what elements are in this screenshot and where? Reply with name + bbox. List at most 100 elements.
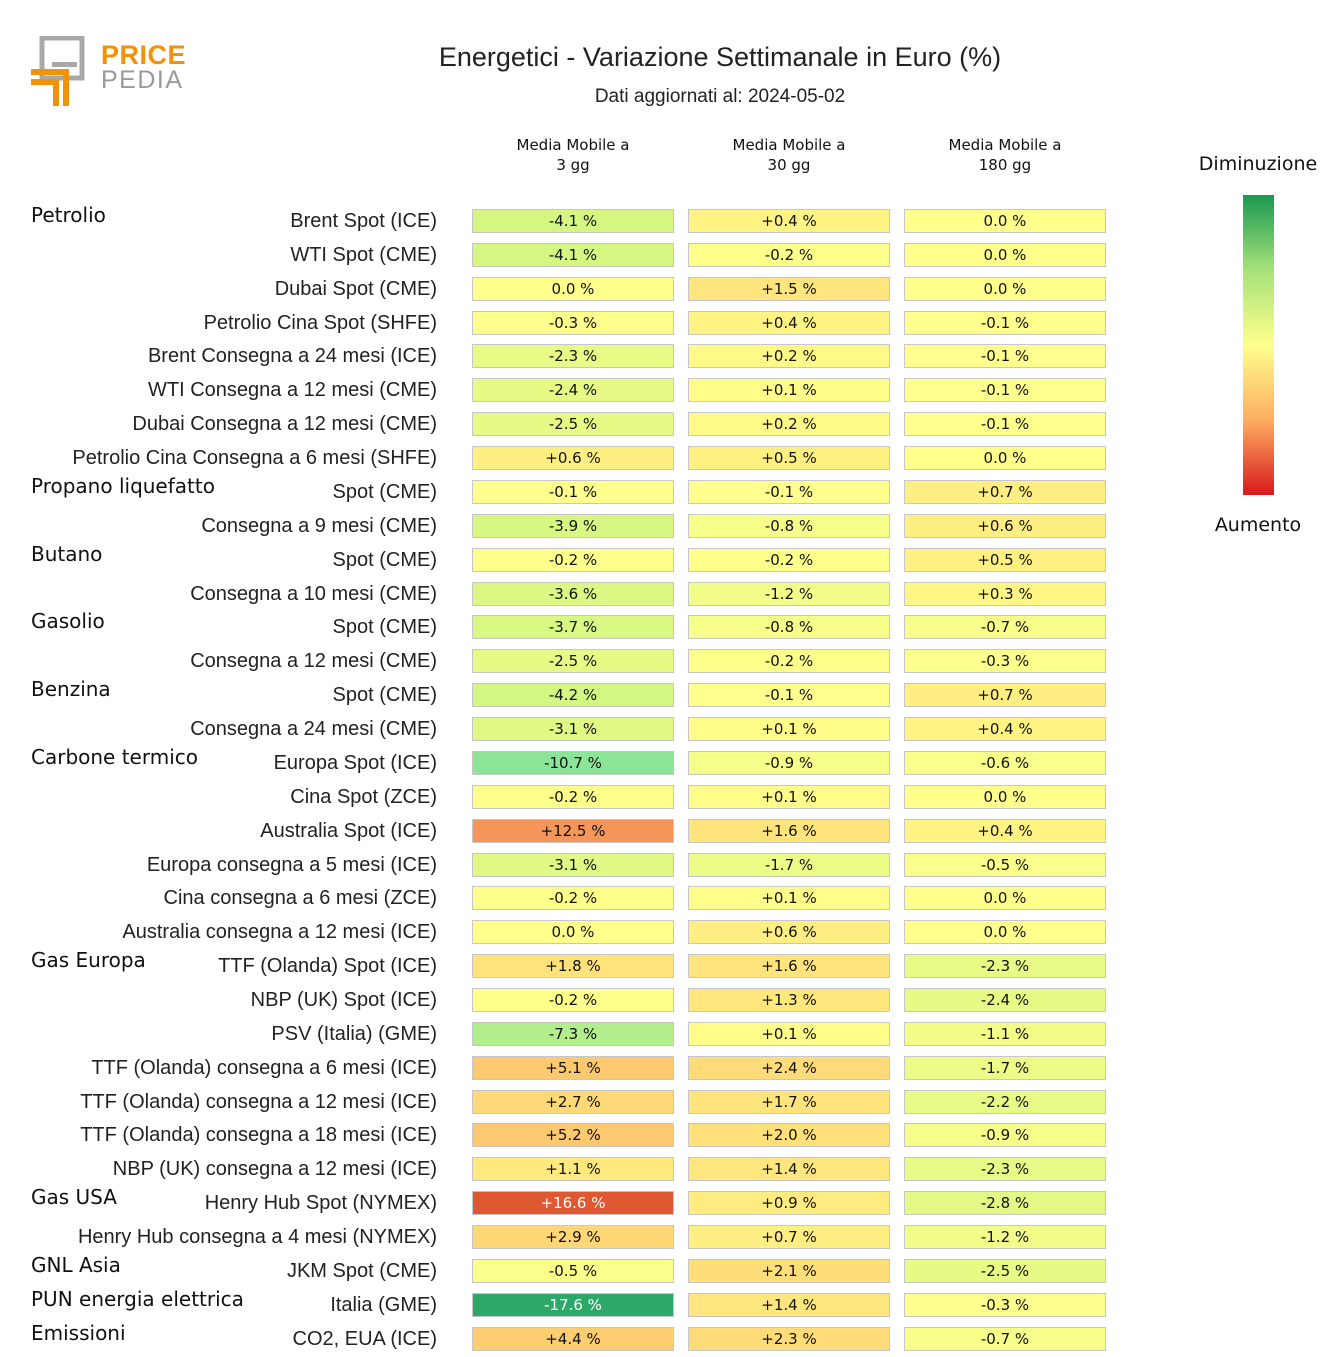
column-header-line: 3 gg: [556, 156, 590, 174]
row-label: Cina consegna a 6 mesi (ZCE): [163, 887, 437, 910]
row-label: Consegna a 24 mesi (CME): [190, 718, 437, 741]
heatmap-cell: -0.1 %: [688, 683, 890, 708]
heatmap-cell: +2.4 %: [688, 1055, 890, 1080]
heatmap-cell: +5.1 %: [472, 1055, 674, 1080]
heatmap-cell: -0.6 %: [904, 750, 1106, 775]
row-label: Brent Spot (ICE): [290, 210, 437, 232]
heatmap-cell: -1.7 %: [904, 1055, 1106, 1080]
heatmap-cell: +2.3 %: [688, 1326, 890, 1351]
heatmap-cell: +1.6 %: [688, 954, 890, 979]
heatmap-cell: -0.1 %: [904, 378, 1106, 403]
group-label-gasolio: Gasolio: [31, 609, 105, 634]
heatmap-cell: +0.7 %: [904, 683, 1106, 708]
heatmap-cell: +0.6 %: [688, 920, 890, 945]
heatmap-cell: -3.6 %: [472, 581, 674, 606]
row-label: Dubai Spot (CME): [274, 277, 437, 300]
heatmap-cell: -2.3 %: [472, 344, 674, 369]
heatmap-cell: -2.3 %: [904, 954, 1106, 979]
heatmap-cell: +0.4 %: [688, 310, 890, 335]
row-label: Petrolio Cina Spot (SHFE): [203, 311, 437, 334]
heatmap-cell: +1.4 %: [688, 1292, 890, 1317]
group-label-carbone-termico: Carbone termico: [31, 744, 199, 769]
row-label: PSV (Italia) (GME): [271, 1022, 437, 1045]
heatmap-cell: -2.8 %: [904, 1191, 1106, 1216]
heatmap-cell: -2.4 %: [472, 378, 674, 403]
heatmap-cell: +1.3 %: [688, 988, 890, 1012]
chart-title: Energetici - Variazione Settimanale in E…: [438, 42, 1002, 72]
heatmap-cell: -4.1 %: [472, 209, 674, 233]
heatmap-cell: -4.1 %: [472, 242, 674, 267]
heatmap-cell: -0.9 %: [688, 750, 890, 775]
group-label-pun-energia-elettrica: PUN energia elettrica: [31, 1286, 244, 1311]
row-label: TTF (Olanda) Spot (ICE): [218, 955, 437, 978]
row-label: Spot (CME): [332, 684, 437, 707]
row-label: TTF (Olanda) consegna a 6 mesi (ICE): [91, 1056, 437, 1079]
row-label: TTF (Olanda) consegna a 12 mesi (ICE): [80, 1090, 437, 1113]
column-header-line: Media Mobile a: [948, 136, 1062, 154]
heatmap-cell: -0.3 %: [904, 649, 1106, 674]
column-header-30gg: Media Mobile a 30 gg: [688, 135, 890, 175]
heatmap-cell: -0.1 %: [904, 310, 1106, 335]
heatmap-cell: -2.3 %: [904, 1157, 1106, 1182]
heatmap-cell: +1.4 %: [688, 1157, 890, 1182]
column-header-line: Media Mobile a: [732, 136, 846, 154]
row-label: Australia consegna a 12 mesi (ICE): [122, 921, 437, 944]
row-label: Dubai Consegna a 12 mesi (CME): [132, 413, 437, 436]
legend-low-label: Diminuzione: [1198, 153, 1318, 175]
heatmap-cell: -3.1 %: [472, 717, 674, 742]
heatmap-cell: +0.6 %: [472, 446, 674, 471]
heatmap-cell: +0.1 %: [688, 717, 890, 742]
heatmap-cell: +0.4 %: [904, 717, 1106, 742]
heatmap-cell: -2.4 %: [904, 988, 1106, 1012]
heatmap-cell: -3.9 %: [472, 513, 674, 538]
heatmap-cell: 0.0 %: [904, 276, 1106, 301]
row-label: JKM Spot (CME): [286, 1259, 437, 1282]
group-label-petrolio: Petrolio: [31, 203, 106, 227]
heatmap-cell: -0.2 %: [688, 649, 890, 674]
heatmap-cell: -0.1 %: [472, 479, 674, 504]
heatmap-cell: -17.6 %: [472, 1292, 674, 1317]
heatmap-cell: -0.7 %: [904, 615, 1106, 640]
heatmap-cell: -0.1 %: [904, 412, 1106, 437]
heatmap-cell: +16.6 %: [472, 1191, 674, 1216]
heatmap-cell: +0.2 %: [688, 344, 890, 369]
heatmap-cell: -2.5 %: [472, 412, 674, 437]
heatmap-cell: -0.8 %: [688, 615, 890, 640]
legend-colorbar: [1243, 195, 1274, 495]
heatmap-cell: +2.0 %: [688, 1123, 890, 1148]
heatmap-cell: +5.2 %: [472, 1123, 674, 1148]
column-header-line: 180 gg: [978, 156, 1032, 174]
heatmap-cell: -2.5 %: [472, 649, 674, 674]
heatmap-cell: +2.9 %: [472, 1225, 674, 1250]
heatmap-cell: +0.5 %: [688, 446, 890, 471]
row-label: NBP (UK) Spot (ICE): [250, 989, 437, 1011]
chart-subtitle: Dati aggiornati al: 2024-05-02: [594, 86, 846, 107]
heatmap-cell: -10.7 %: [472, 750, 674, 775]
heatmap-cell: 0.0 %: [904, 886, 1106, 911]
row-label: Cina Spot (ZCE): [290, 785, 437, 808]
heatmap-cell: -0.3 %: [472, 310, 674, 335]
heatmap-cell: +0.7 %: [904, 479, 1106, 504]
column-header-line: Media Mobile a: [516, 136, 630, 154]
heatmap-cell: -0.8 %: [688, 513, 890, 538]
heatmap-cell: +0.4 %: [904, 818, 1106, 843]
row-label: Consegna a 10 mesi (CME): [190, 582, 437, 605]
heatmap-cell: +2.1 %: [688, 1258, 890, 1283]
heatmap-cell: -0.2 %: [688, 547, 890, 572]
group-label-propano-liquefatto: Propano liquefatto: [31, 473, 215, 498]
heatmap-cell: -3.1 %: [472, 852, 674, 877]
row-label: TTF (Olanda) consegna a 18 mesi (ICE): [80, 1124, 437, 1147]
logo-mark-icon: [31, 36, 85, 106]
group-label-butano: Butano: [31, 541, 103, 566]
heatmap-cell: -0.9 %: [904, 1123, 1106, 1148]
heatmap-cell: -1.2 %: [688, 581, 890, 606]
row-label: Italia (GME): [330, 1293, 437, 1316]
group-label-benzina: Benzina: [31, 677, 111, 702]
logo-text-pedia: PEDIA: [101, 66, 184, 94]
row-label: Henry Hub consegna a 4 mesi (NYMEX): [77, 1226, 437, 1249]
heatmap-cell: -0.2 %: [472, 988, 674, 1012]
row-label: Henry Hub Spot (NYMEX): [204, 1192, 437, 1215]
heatmap-cell: -4.2 %: [472, 683, 674, 708]
heatmap-cell: -0.2 %: [472, 547, 674, 572]
heatmap-cell: 0.0 %: [904, 242, 1106, 267]
